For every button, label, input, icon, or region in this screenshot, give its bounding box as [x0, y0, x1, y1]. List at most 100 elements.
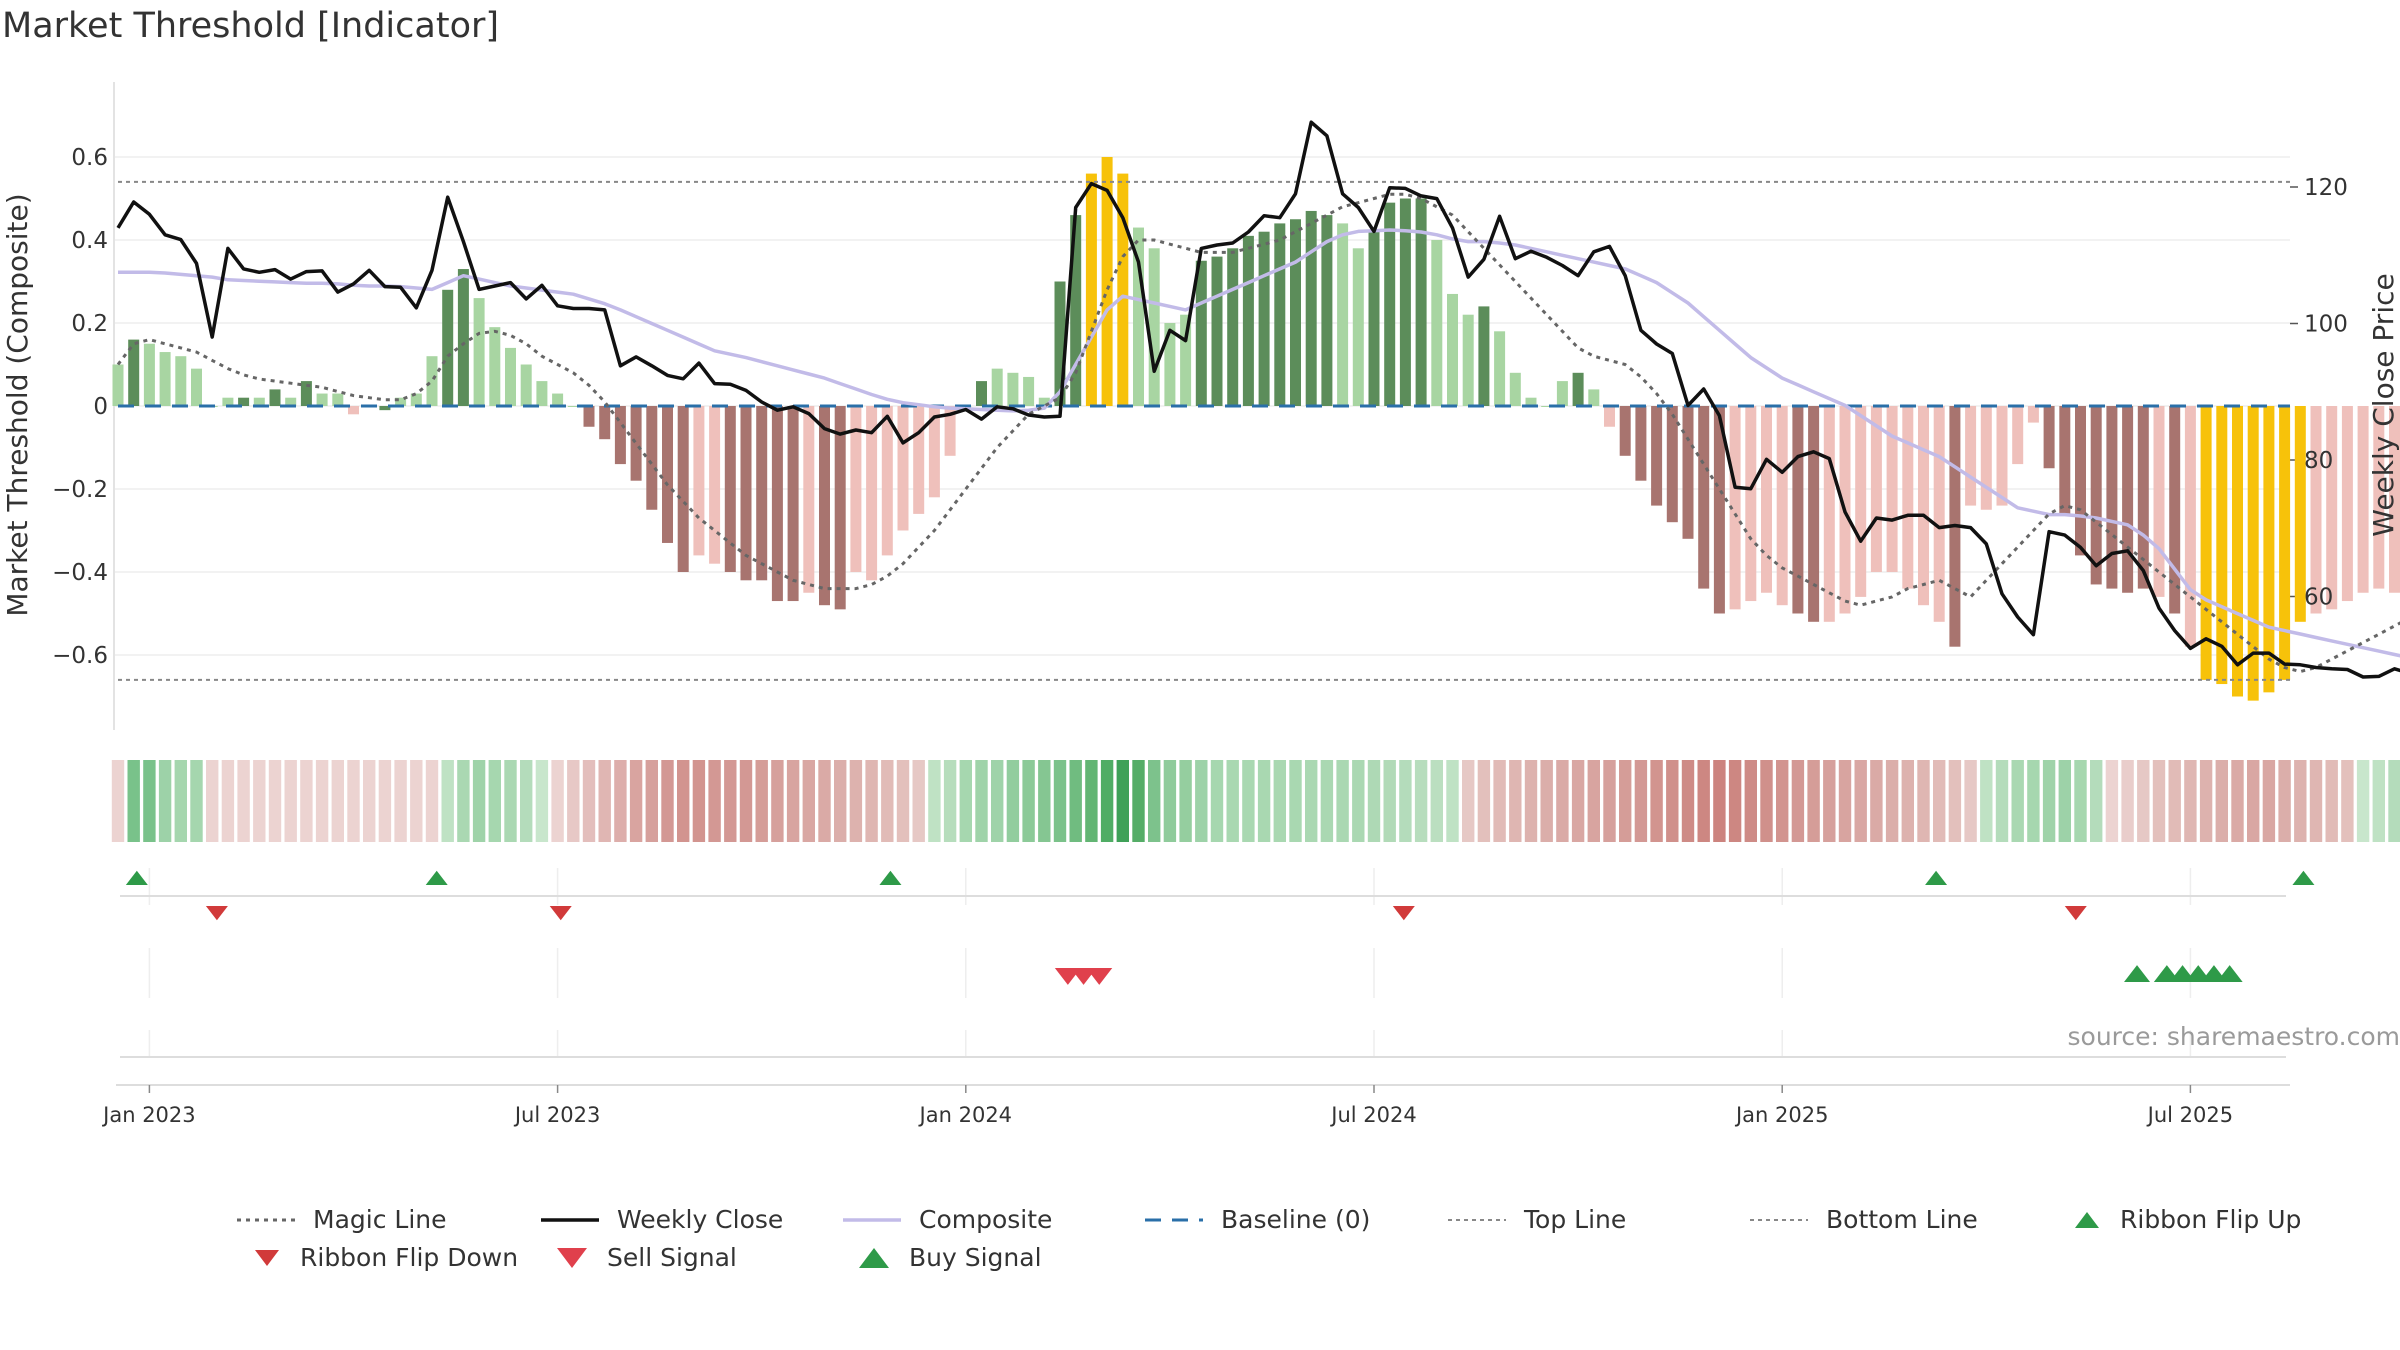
x-tick-label: Jul 2023 — [513, 1103, 600, 1127]
weekly-close-line — [116, 120, 2400, 679]
ribbon-segment — [1917, 760, 1930, 842]
ribbon-segment — [253, 760, 266, 842]
y2-tick-label: 80 — [2304, 448, 2333, 474]
magic-line-swatch — [237, 1218, 295, 1221]
ribbon-flip-down-marker — [1392, 906, 1415, 921]
line-series — [116, 120, 2400, 681]
legend-item-ribbon-flip-down: Ribbon Flip Down — [252, 1243, 518, 1272]
ribbon-segment — [1728, 760, 1742, 842]
ribbon-segment — [1006, 760, 1020, 842]
composite-bar — [2122, 406, 2134, 593]
composite-bar — [567, 406, 579, 407]
legend-item-weekly-close: Weekly Close — [541, 1205, 783, 1234]
ribbon-segment — [2215, 760, 2228, 842]
ribbon-segment — [1477, 760, 1491, 842]
ribbon-segment — [1336, 760, 1349, 842]
ribbon-flip-up-marker — [2292, 870, 2315, 885]
ribbon-segment — [928, 760, 941, 842]
composite-bar — [1211, 256, 1223, 406]
composite-bar — [1525, 397, 1537, 406]
composite-bar — [300, 381, 312, 406]
ribbon-segment — [457, 760, 470, 842]
ribbon-segment — [1022, 760, 1035, 842]
composite-bar — [2373, 406, 2385, 589]
composite-bar — [928, 406, 940, 498]
composite-bar — [1415, 198, 1427, 406]
composite-bar — [1776, 406, 1788, 606]
composite-bar — [693, 406, 705, 556]
composite-bar — [473, 298, 485, 406]
ribbon-segment — [1399, 760, 1412, 842]
composite-bar — [913, 406, 925, 514]
ribbon-segment — [2325, 760, 2338, 842]
composite-bar — [944, 406, 956, 456]
ribbon-segment — [1838, 760, 1852, 842]
ribbon-segment — [2137, 760, 2150, 842]
ribbon-segment — [896, 760, 910, 842]
composite-bar — [1352, 248, 1364, 406]
ribbon-segment — [127, 760, 140, 842]
ribbon-segment — [629, 760, 643, 842]
ribbon-segment — [1053, 760, 1067, 842]
y2-tick-label: 60 — [2304, 585, 2333, 611]
composite-bar — [1870, 406, 1882, 572]
composite-bar — [191, 368, 202, 406]
ribbon-segment — [268, 760, 282, 842]
composite-bar — [1713, 406, 1725, 614]
ribbon-segment — [724, 760, 737, 842]
axes — [113, 82, 2298, 1093]
composite-bar — [724, 406, 736, 572]
composite-bar — [1305, 210, 1317, 406]
ribbon-segment — [1948, 760, 1962, 842]
composite-bar — [1604, 406, 1615, 427]
y-axis-title: Market Threshold (Composite) — [1, 193, 34, 616]
legend-item-buy-signal: Buy Signal — [857, 1243, 1042, 1272]
ribbon-segment — [1995, 760, 2009, 842]
x-tick-label: Jul 2024 — [1329, 1103, 1416, 1127]
composite-bar — [850, 406, 862, 572]
composite-bar — [332, 393, 344, 406]
ribbon-segment — [520, 760, 533, 842]
ribbon-segment — [1116, 760, 1129, 842]
composite-bar — [881, 406, 893, 556]
ribbon-segment — [1524, 760, 1538, 842]
ribbon-segment — [1430, 760, 1443, 842]
ribbon-segment — [504, 760, 517, 842]
x-tick-label: Jan 2024 — [918, 1103, 1013, 1127]
axis-labels: 0.6 0.4 0.2 0 −0.2 −0.4 −0.6 120 100 80 60 Jan 2023… — [1, 145, 2400, 1127]
ribbon-segment — [677, 760, 690, 842]
legend-label: Ribbon Flip Up — [2120, 1205, 2302, 1234]
composite-bar — [128, 339, 140, 406]
composite-bar — [1054, 281, 1066, 406]
ribbon-flip-down-marker — [205, 906, 228, 921]
ribbon-segment — [2309, 760, 2323, 842]
composite-bar — [2389, 406, 2400, 593]
x-tick-label: Jan 2023 — [101, 1103, 196, 1127]
ribbon-segment — [1289, 760, 1302, 842]
ribbon-segment — [2042, 760, 2056, 842]
composite-bar — [1478, 306, 1490, 406]
composite-bar — [662, 406, 673, 543]
triangle-down-icon — [255, 1249, 279, 1266]
ribbon-segment — [535, 760, 549, 842]
composite-bar — [159, 352, 171, 406]
y-tick-label: −0.2 — [52, 477, 108, 503]
composite-bar — [1321, 215, 1333, 406]
composite-bar — [2326, 406, 2338, 610]
ribbon-segment — [331, 760, 344, 842]
ribbon-segment — [2262, 760, 2276, 842]
top-line-swatch — [1448, 1218, 1506, 1221]
ribbon-segment — [2184, 760, 2197, 842]
ribbon-segment — [645, 760, 658, 842]
ribbon-segment — [1226, 760, 1239, 842]
legend-label: Sell Signal — [607, 1243, 737, 1272]
composite-bar — [410, 393, 422, 406]
ribbon-segment — [1823, 760, 1836, 842]
composite-bar — [1494, 331, 1506, 406]
x-tick-label: Jul 2025 — [2146, 1103, 2233, 1127]
composite-bar — [2043, 406, 2055, 469]
ribbon-segment — [1571, 760, 1585, 842]
composite-bar — [1431, 240, 1443, 406]
composite-bar — [2153, 406, 2165, 597]
y-tick-label: 0.6 — [71, 145, 108, 171]
